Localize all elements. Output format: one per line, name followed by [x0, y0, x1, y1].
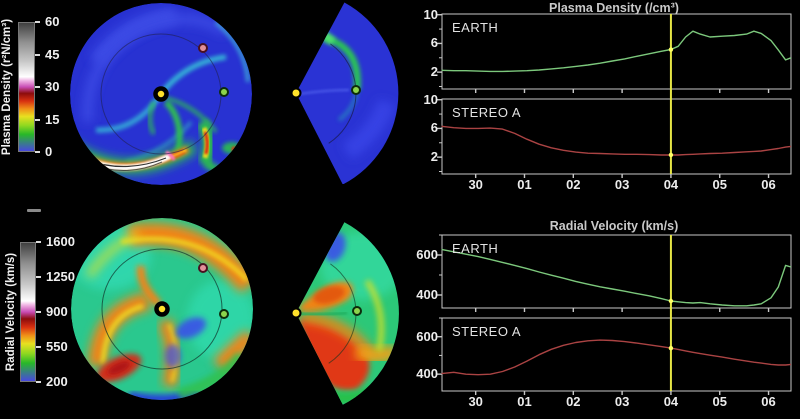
panel-label-stereo-a: STEREO A — [452, 105, 522, 120]
series-line-stereo-a — [441, 339, 792, 376]
velocity-colorbar-ticks: 1600 1250 900 550 200 — [36, 235, 86, 389]
y-tick-label: 10 — [423, 6, 438, 22]
x-tick-label: 01 — [517, 177, 532, 192]
velocity-x-axis-labels: 30 01 02 03 04 05 06 — [436, 394, 792, 410]
y-tick-label: 6 — [430, 120, 438, 136]
one-au-circle — [101, 248, 223, 370]
stray-dash — [27, 209, 41, 212]
density-wedge-art — [296, 2, 399, 184]
velocity-colorbar-label: Radial Velocity (km/s) — [5, 252, 17, 372]
x-tick-label: 02 — [566, 394, 581, 409]
panel-frame — [441, 317, 792, 392]
density-wedge-map — [290, 2, 399, 184]
earth-marker — [351, 85, 361, 95]
x-tick-label: 03 — [614, 394, 630, 409]
x-tick-label: 30 — [468, 394, 483, 409]
colorbar-tick-label: 60 — [45, 14, 60, 29]
y-tick-label: 600 — [416, 328, 438, 344]
density-chart — [437, 13, 792, 178]
velocity-wedge-map — [290, 222, 399, 405]
now-marker-dot — [668, 345, 674, 351]
colorbar-tick-label: 1250 — [46, 269, 75, 284]
velocity-colorbar — [20, 242, 36, 382]
sun-marker — [290, 307, 302, 319]
density-colorbar-label: Plasma Density (r²N/cm³) — [1, 18, 13, 156]
velocity-chart — [437, 234, 792, 395]
earth-marker — [352, 306, 362, 316]
stereo-a-marker — [198, 263, 208, 273]
x-tick-label: 01 — [517, 394, 532, 409]
earth-marker — [219, 87, 229, 97]
colorbar-tick-label: 30 — [45, 79, 60, 94]
x-tick-label: 30 — [468, 177, 483, 192]
sun-marker — [154, 301, 170, 317]
now-marker-dot — [668, 47, 674, 52]
panel-label-stereo-a: STEREO A — [452, 324, 522, 339]
series-line-earth — [441, 30, 792, 73]
panel-frame — [441, 98, 792, 175]
colorbar-tick-label: 550 — [46, 339, 68, 354]
colorbar-tick-label: 1600 — [46, 234, 75, 249]
y-tick-label: 600 — [416, 247, 438, 262]
panel-frame — [441, 13, 792, 90]
colorbar-tick-label: 45 — [45, 46, 60, 62]
colorbar-tick-label: 900 — [46, 304, 68, 319]
x-tick-label: 04 — [663, 177, 679, 192]
y-tick-label: 2 — [430, 64, 438, 80]
y-tick-label: 400 — [416, 366, 438, 382]
x-tick-label: 06 — [761, 177, 776, 192]
now-marker-dot — [668, 298, 674, 304]
panel-label-earth: EARTH — [452, 241, 499, 256]
x-tick-label: 05 — [712, 394, 727, 409]
earth-marker — [219, 309, 229, 319]
density-colorbar — [18, 22, 35, 152]
sun-marker — [153, 86, 169, 102]
y-tick-label: 2 — [430, 149, 438, 165]
series-line-stereo-a — [441, 125, 792, 156]
velocity-chart-title: Radial Velocity (km/s) — [549, 219, 679, 233]
y-tick-label: 10 — [423, 91, 438, 107]
panel-frame — [441, 234, 792, 309]
sun-marker — [290, 87, 302, 99]
velocity-wedge-art — [296, 222, 399, 405]
now-marker-dot — [668, 152, 674, 158]
y-tick-label: 400 — [416, 287, 438, 302]
colorbar-tick-label: 200 — [46, 374, 68, 389]
density-x-axis-labels: 30 01 02 03 04 05 06 — [436, 177, 792, 193]
density-colorbar-ticks: 60 45 30 15 0 — [35, 15, 81, 159]
stereo-a-marker — [198, 43, 208, 53]
density-polar-map — [70, 3, 252, 185]
series-line-earth — [441, 248, 792, 307]
x-tick-label: 02 — [566, 177, 581, 192]
y-tick-label: 6 — [430, 35, 438, 51]
x-tick-label: 04 — [663, 394, 679, 409]
colorbar-tick-label: 0 — [45, 144, 53, 159]
x-tick-label: 03 — [614, 177, 630, 192]
x-tick-label: 05 — [712, 177, 727, 192]
density-chart-title: Plasma Density (/cm³) — [549, 1, 679, 15]
x-tick-label: 06 — [761, 394, 776, 409]
colorbar-tick-label: 15 — [45, 111, 60, 127]
panel-label-earth: EARTH — [452, 20, 499, 35]
velocity-polar-map — [71, 218, 253, 400]
